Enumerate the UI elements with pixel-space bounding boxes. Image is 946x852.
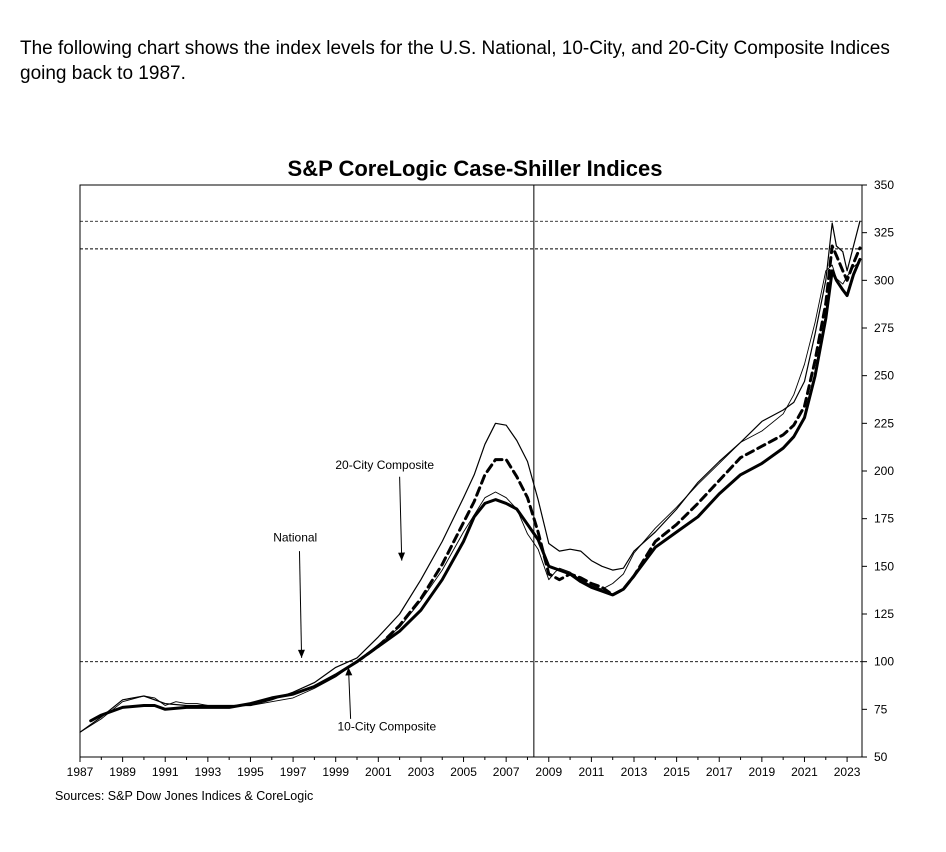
x-tick-label: 1995: [237, 765, 264, 779]
x-tick-label: 2005: [450, 765, 477, 779]
reference-lines: [80, 185, 862, 757]
x-tick-label: 2013: [621, 765, 648, 779]
annotation-10-city-composite: 10-City Composite: [337, 719, 436, 733]
x-tick-label: 2003: [408, 765, 435, 779]
x-tick-label: 2017: [706, 765, 733, 779]
y-tick-label: 225: [874, 416, 894, 430]
x-tick-label: 1997: [280, 765, 307, 779]
x-tick-label: 1989: [109, 765, 136, 779]
y-tick-label: 350: [874, 178, 894, 192]
y-tick-label: 150: [874, 559, 894, 573]
y-tick-label: 175: [874, 512, 894, 526]
annotation-arrow-national: [298, 551, 303, 658]
x-axis-ticks: 1987 1989 1991 1993 1995 1997 1999 2001 2003 2005…: [67, 757, 861, 779]
annotation-arrow-20-city: [399, 476, 403, 561]
chart-title: S&P CoreLogic Case-Shiller Indices: [287, 156, 663, 181]
y-tick-label: 275: [874, 321, 894, 335]
x-tick-label: 2019: [749, 765, 776, 779]
series-line-10-city-composite: [79, 220, 861, 733]
y-tick-label: 50: [874, 750, 888, 764]
x-tick-label: 1999: [322, 765, 349, 779]
y-tick-label: 125: [874, 607, 894, 621]
y-tick-label: 200: [874, 464, 894, 478]
annotation-20-city-composite: 20-City Composite: [335, 458, 434, 472]
x-tick-label: 2015: [663, 765, 690, 779]
annotations: 20-City Composite National 10-City Composi…: [273, 458, 436, 733]
x-tick-label: 2021: [791, 765, 818, 779]
annotation-arrow-20-city-head: [398, 552, 406, 561]
annotation-arrow-10-city-head: [345, 667, 353, 676]
y-tick-label: 300: [874, 273, 894, 287]
annotation-arrow-10-city: [347, 667, 352, 719]
series-lines: [79, 220, 862, 733]
annotation-arrow-national-head: [297, 649, 305, 658]
y-tick-label: 100: [874, 655, 894, 669]
x-tick-label: 2023: [834, 765, 861, 779]
x-tick-label: 1987: [67, 765, 94, 779]
x-tick-label: 2001: [365, 765, 392, 779]
y-tick-label: 75: [874, 702, 888, 716]
x-tick-label: 2011: [578, 765, 604, 779]
annotation-national: National: [273, 531, 317, 545]
y-axis-ticks: 50 75 100 125 150 175 200 225 250 275 300 325 350: [862, 178, 894, 764]
y-tick-label: 325: [874, 226, 894, 240]
x-tick-label: 2007: [493, 765, 520, 779]
x-tick-label: 2009: [535, 765, 562, 779]
intro-text: The following chart shows the index leve…: [20, 38, 890, 84]
x-tick-label: 1993: [194, 765, 221, 779]
x-tick-label: 1991: [152, 765, 179, 779]
series-line-20-city-composite: [355, 244, 862, 664]
series-line-unlabeled: [89, 257, 862, 723]
y-tick-label: 250: [874, 369, 894, 383]
source-note: Sources: S&P Dow Jones Indices & CoreLog…: [55, 789, 314, 803]
